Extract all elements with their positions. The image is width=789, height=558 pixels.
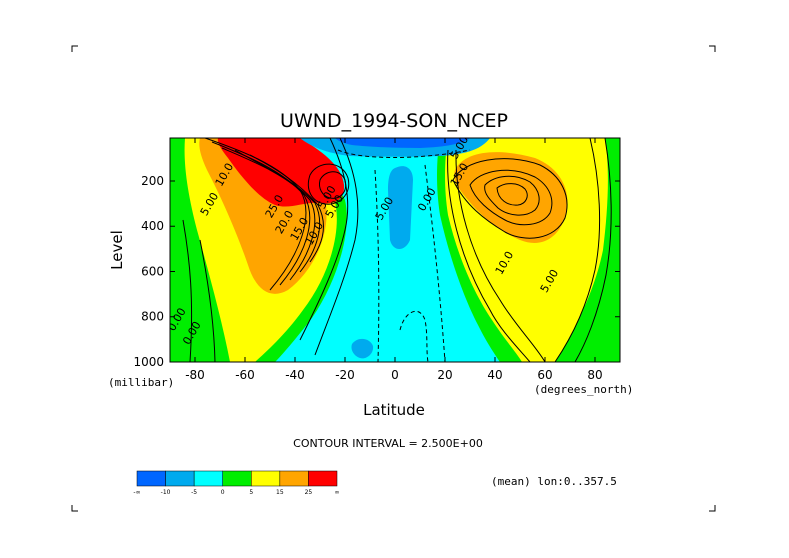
y-tick-label: 1000 <box>133 355 164 369</box>
colorbar-swatch <box>193 470 223 487</box>
colorbar-label: 5 <box>249 489 253 496</box>
band-0-5-west <box>170 200 187 362</box>
x-tick-label: -80 <box>185 368 205 382</box>
colorbar-label: ∞ <box>335 489 340 496</box>
corner-marks <box>71 45 716 512</box>
x-tick-label: -20 <box>335 368 355 382</box>
x-tick-label: 20 <box>437 368 452 382</box>
x-tick-label: 0 <box>391 368 399 382</box>
colorbar-label: -∞ <box>133 489 140 496</box>
chart-title: UWND_1994-SON_NCEP <box>280 110 508 132</box>
x-unit-label: (degrees_north) <box>534 383 633 396</box>
x-tick-label: 40 <box>487 368 502 382</box>
y-tick-label: 800 <box>141 310 164 324</box>
contour-lines <box>182 138 612 362</box>
colorbar-swatch <box>279 470 309 487</box>
colorbar-swatch <box>165 470 195 487</box>
y-tick-label: 200 <box>141 174 164 188</box>
x-axis: -80 -60 -40 -20 0 20 40 60 80 <box>185 138 603 382</box>
band-lt-neg10 <box>335 138 470 148</box>
x-tick-label: 60 <box>537 368 552 382</box>
band-neg10-neg5-low <box>351 338 374 359</box>
y-tick-label: 400 <box>141 219 164 233</box>
colorbar-label: -10 <box>161 489 171 496</box>
colorbar-label: -5 <box>191 489 197 496</box>
y-axis-label: Level <box>108 230 126 270</box>
colorbar-label: 0 <box>221 489 225 496</box>
contour-interval-note: CONTOUR INTERVAL = 2.500E+00 <box>293 437 483 450</box>
footer-mean-note: (mean) lon:0..357.5 <box>491 475 617 488</box>
colorbar-label: 25 <box>305 489 313 496</box>
y-unit-label: (millibar) <box>108 376 174 389</box>
colorbar-swatch <box>136 470 166 487</box>
contour-field: 10.05.00 25.020.015.010.05.005.00 5.00 0.00… <box>170 138 620 362</box>
colorbar-label: 15 <box>276 489 284 496</box>
x-axis-label: Latitude <box>363 401 425 419</box>
colorbar-swatch <box>222 470 252 487</box>
band-neg10-neg5-eq <box>388 166 413 249</box>
colorbar-swatch <box>251 470 281 487</box>
y-axis: 200 400 600 800 1000 <box>133 174 620 369</box>
x-tick-label: -40 <box>285 368 305 382</box>
x-tick-label: -60 <box>235 368 255 382</box>
colorbar-swatch <box>308 470 338 487</box>
x-tick-label: 80 <box>587 368 602 382</box>
colorbar: -∞ -10 -5 0 5 15 25 ∞ <box>133 470 340 496</box>
y-tick-label: 600 <box>141 264 164 278</box>
